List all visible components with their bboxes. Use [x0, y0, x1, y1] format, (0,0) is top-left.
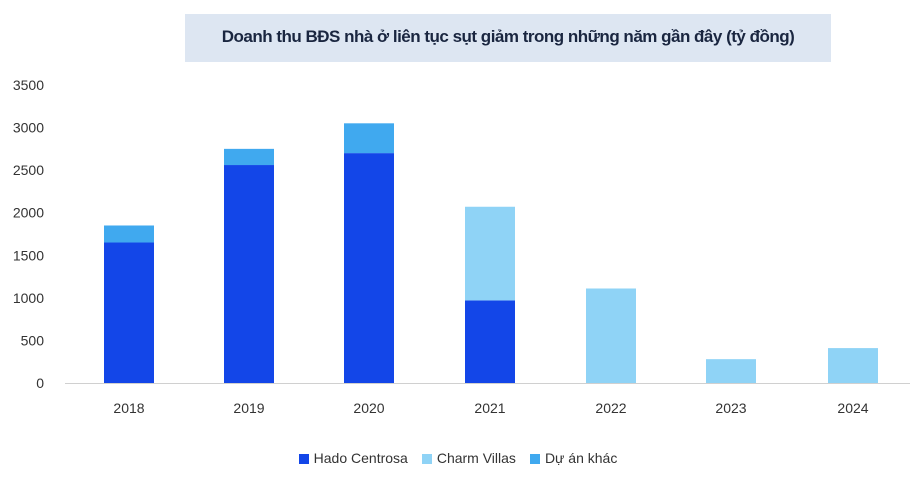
chart-title: Doanh thu BĐS nhà ở liên tục sụt giảm tr…: [221, 27, 795, 46]
bar-2018-series-0: [104, 242, 154, 383]
legend-swatch: [421, 454, 432, 464]
bar-2018-series-2: [104, 225, 154, 243]
y-tick-label: 0: [36, 375, 44, 391]
x-tick-label: 2024: [837, 400, 868, 416]
legend-swatch: [298, 454, 309, 464]
y-tick-label: 2500: [13, 162, 44, 178]
x-tick-label: 2022: [595, 400, 626, 416]
x-tick-label: 2021: [474, 400, 505, 416]
legend-swatch: [529, 454, 540, 464]
bars: [104, 123, 878, 383]
y-tick-label: 3000: [13, 120, 44, 136]
legend: Hado Centrosa Charm Villas Dự án khác: [0, 450, 916, 466]
y-axis-ticks: 0 500 1000 1500 2000 2500 3000 3500: [13, 77, 44, 391]
legend-label: Charm Villas: [436, 450, 516, 466]
y-tick-label: 1000: [13, 290, 44, 306]
x-axis-ticks: 2018 2019 2020 2021 2022 2023 2024: [113, 400, 868, 416]
bar-2021-series-1: [465, 206, 515, 301]
y-tick-label: 500: [21, 332, 45, 348]
title-box: Doanh thu BĐS nhà ở liên tục sụt giảm tr…: [185, 14, 831, 62]
x-tick-label: 2023: [715, 400, 746, 416]
x-tick-label: 2018: [113, 400, 144, 416]
legend-label: Hado Centrosa: [313, 450, 408, 466]
bar-2020-series-2: [344, 123, 394, 154]
legend-item-0: Hado Centrosa: [298, 450, 408, 466]
x-tick-label: 2019: [233, 400, 264, 416]
legend-item-1: Charm Villas: [421, 450, 516, 466]
bar-2019-series-2: [224, 148, 274, 166]
y-tick-label: 3500: [13, 77, 44, 93]
y-tick-label: 1500: [13, 247, 44, 263]
legend-item-2: Dự án khác: [529, 450, 618, 466]
bar-2022-series-1: [586, 288, 636, 383]
bar-2023-series-1: [706, 359, 756, 383]
y-tick-label: 2000: [13, 205, 44, 221]
legend-label: Dự án khác: [544, 450, 618, 466]
bar-2024-series-1: [828, 348, 878, 383]
x-tick-label: 2020: [353, 400, 384, 416]
bar-2019-series-0: [224, 165, 274, 383]
bar-2021-series-0: [465, 300, 515, 383]
bar-2020-series-0: [344, 153, 394, 383]
